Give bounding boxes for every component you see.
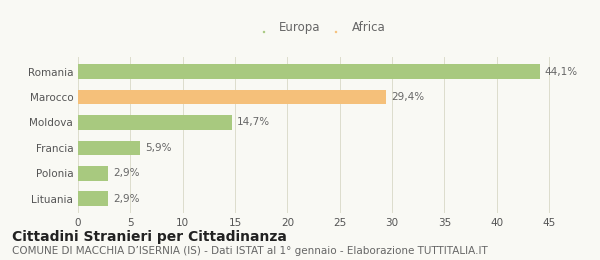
Text: 29,4%: 29,4% (391, 92, 424, 102)
Bar (78, 141, 140, 155)
Bar (78, 166, 109, 181)
Text: 2,9%: 2,9% (113, 194, 140, 204)
Text: COMUNE DI MACCHIA D’ISERNIA (IS) - Dati ISTAT al 1° gennaio - Elaborazione TUTTI: COMUNE DI MACCHIA D’ISERNIA (IS) - Dati … (12, 246, 488, 256)
Bar (78, 115, 232, 130)
Bar (78, 90, 386, 105)
Text: Cittadini Stranieri per Cittadinanza: Cittadini Stranieri per Cittadinanza (12, 230, 287, 244)
Bar (78, 191, 109, 206)
Text: 5,9%: 5,9% (145, 143, 172, 153)
Text: 44,1%: 44,1% (545, 67, 578, 77)
Bar (78, 64, 539, 79)
Text: 14,7%: 14,7% (237, 118, 270, 127)
Text: 2,9%: 2,9% (113, 168, 140, 178)
Legend: Europa, Africa: Europa, Africa (258, 16, 390, 39)
